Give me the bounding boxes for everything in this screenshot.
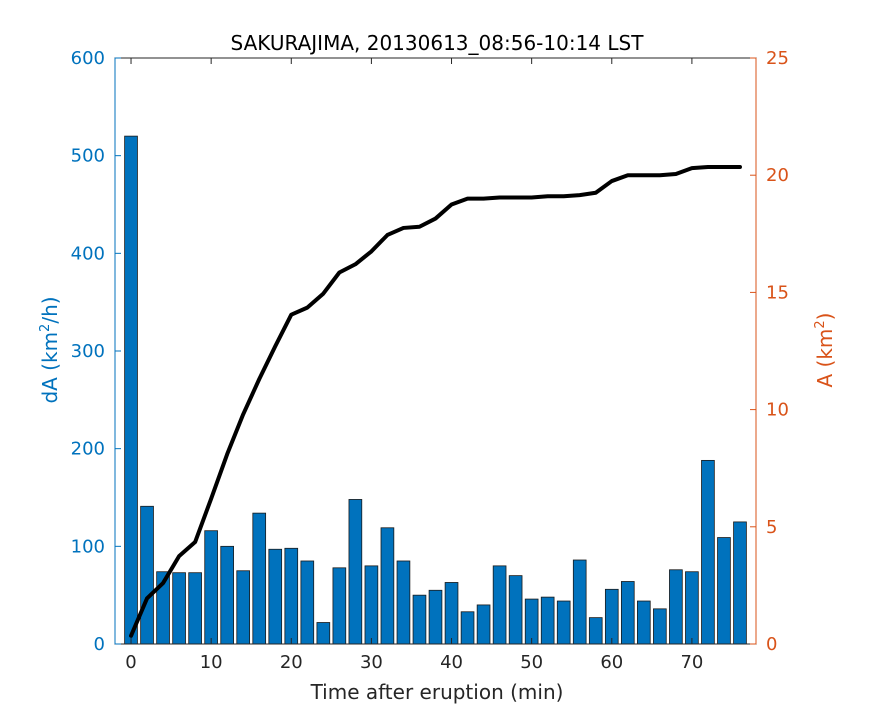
bar [620,581,635,645]
bar [412,594,427,645]
left-axis-label-pre: dA (km [38,332,62,404]
right-axis-label-pre: A (km [813,329,837,388]
cumulative-area-line [129,165,742,638]
bar [572,559,587,645]
bar-series [124,135,747,645]
bar [685,571,699,645]
left-tick-label: 500 [71,146,105,167]
x-axis-ticks: 0 10 20 30 40 50 60 70 [125,58,703,673]
right-axis-label: A (km2) [813,313,837,388]
bar [172,572,186,645]
left-axis-label-post: /h) [38,296,62,323]
chart-title: SAKURAJIMA, 20130613_08:56-10:14 LST [231,31,645,55]
bar [637,600,651,645]
right-axis-label-sup: 2 [813,320,828,328]
x-tick-label: 60 [600,652,623,673]
bar [733,521,747,645]
bar [284,547,299,645]
left-tick-label: 0 [94,634,105,655]
bar [316,622,331,645]
left-tick-label: 300 [71,341,105,362]
bar [717,537,731,645]
left-axis-label-sup: 2 [38,324,53,332]
x-tick-label: 10 [200,652,223,673]
x-tick-label: 70 [680,652,703,673]
bar [348,499,363,645]
bar [252,512,267,645]
bar [396,560,411,645]
bar [124,135,138,645]
bar [444,582,459,645]
left-tick-label: 600 [71,48,105,69]
right-axis-label-post: ) [813,313,837,321]
left-tick-label: 400 [71,243,105,264]
bar [380,527,395,645]
bar [653,608,667,645]
bar [332,567,347,645]
bar [588,617,603,645]
bar [364,565,379,645]
bar [236,570,251,645]
bar [460,611,475,645]
right-tick-label: 5 [766,517,777,538]
bar [140,505,154,645]
bar [220,545,234,645]
right-tick-label: 10 [766,400,789,421]
bar [204,530,218,645]
right-tick-label: 0 [766,634,777,655]
x-axis-label: Time after eruption (min) [310,680,564,704]
line-series [129,165,742,638]
x-tick-label: 0 [125,652,136,673]
x-tick-label: 40 [440,652,463,673]
bar [701,459,715,645]
bar [669,569,683,645]
bar [556,600,571,645]
bar [604,588,619,645]
x-tick-label: 50 [520,652,543,673]
x-tick-label: 20 [280,652,303,673]
bar [188,572,202,645]
bar [508,575,523,645]
left-axis-ticks: 0 100 200 300 400 500 600 [71,48,121,655]
bar [524,598,539,645]
x-tick-label: 30 [360,652,383,673]
bar [300,560,315,645]
bar [428,589,443,645]
bar [476,604,491,645]
bar [540,596,555,645]
right-tick-label: 15 [766,282,789,303]
right-axis-ticks: 0 5 10 15 20 25 [750,48,789,655]
right-tick-label: 20 [766,165,789,186]
bar [268,548,283,645]
bar [492,565,507,645]
left-tick-label: 200 [71,439,105,460]
right-tick-label: 25 [766,48,789,69]
left-tick-label: 100 [71,536,105,557]
left-axis-label: dA (km2/h) [38,296,62,403]
